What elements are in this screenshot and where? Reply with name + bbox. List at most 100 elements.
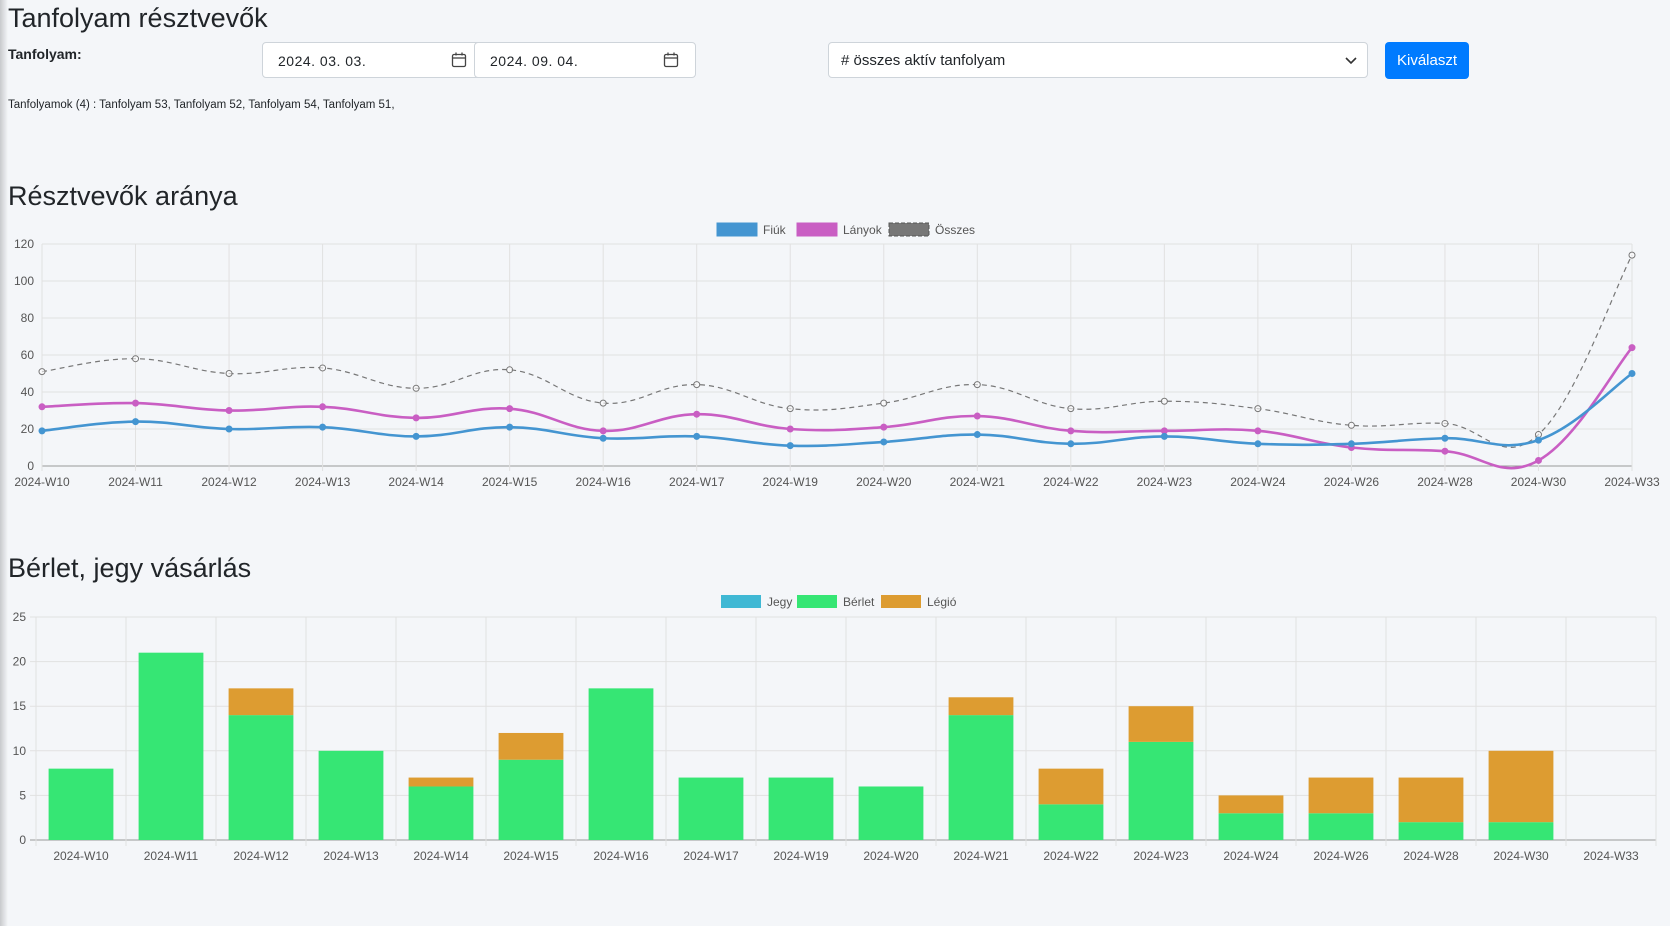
data-point — [225, 407, 233, 414]
data-point — [1441, 434, 1449, 442]
bar-Légió — [1488, 750, 1554, 823]
x-tick-label: 2024-W15 — [503, 849, 559, 863]
x-tick-label: 2024-W17 — [683, 849, 739, 863]
bar-Bérlet — [1308, 813, 1374, 840]
x-tick-label: 2024-W23 — [1137, 475, 1193, 489]
left-edge-shadow — [0, 0, 8, 926]
data-point — [1347, 440, 1355, 448]
x-tick-label: 2024-W22 — [1043, 475, 1099, 489]
date-to-input[interactable]: 2024. 09. 04. — [474, 42, 696, 78]
x-tick-label: 2024-W10 — [14, 475, 70, 489]
x-tick-label: 2024-W13 — [295, 475, 351, 489]
legend-label: Bérlet — [843, 595, 875, 609]
data-point — [1067, 440, 1075, 448]
bar-Bérlet — [1488, 822, 1554, 840]
x-tick-label: 2024-W33 — [1604, 475, 1660, 489]
x-tick-label: 2024-W20 — [863, 849, 919, 863]
bar-Légió — [1308, 777, 1374, 814]
bar-Bérlet — [138, 652, 204, 840]
legend-swatch — [796, 222, 838, 237]
data-point — [1067, 405, 1075, 413]
x-tick-label: 2024-W24 — [1223, 849, 1279, 863]
bar-Bérlet — [1218, 813, 1284, 840]
data-point — [1254, 440, 1262, 448]
y-tick-label: 120 — [14, 237, 34, 251]
chevron-down-icon — [1345, 57, 1357, 65]
data-point — [225, 370, 233, 377]
data-point — [412, 432, 420, 440]
x-tick-label: 2024-W11 — [108, 475, 163, 489]
x-tick-label: 2024-W26 — [1324, 475, 1380, 489]
course-select[interactable]: # összes aktív tanfolyam — [828, 42, 1368, 78]
data-point — [1441, 419, 1449, 427]
bar-Bérlet — [588, 688, 654, 840]
x-tick-label: 2024-W33 — [1583, 849, 1639, 863]
bar-Bérlet — [1128, 741, 1194, 840]
date-from-value: 2024. 03. 03. — [278, 53, 367, 69]
legend-swatch — [721, 595, 761, 608]
x-tick-label: 2024-W21 — [953, 849, 1009, 863]
data-point — [880, 399, 888, 407]
x-tick-label: 2024-W13 — [323, 849, 379, 863]
data-point — [132, 399, 140, 407]
legend-label: Jegy — [767, 595, 792, 609]
data-point — [973, 381, 981, 389]
data-point — [412, 384, 420, 392]
data-point — [973, 431, 981, 439]
x-tick-label: 2024-W12 — [201, 475, 257, 489]
bar-Bérlet — [318, 750, 384, 840]
legend-label: Lányok — [843, 223, 883, 237]
x-tick-label: 2024-W22 — [1043, 849, 1099, 863]
date-from-input[interactable]: 2024. 03. 03. — [262, 42, 484, 78]
purchases-section-title: Bérlet, jegy vásárlás — [8, 553, 252, 583]
series-line-Fiúk — [41, 372, 1633, 448]
calendar-icon[interactable] — [451, 52, 467, 68]
legend-label: Összes — [935, 223, 975, 237]
series-line-Összes — [41, 254, 1633, 448]
bar-Légió — [1128, 706, 1194, 742]
x-tick-label: 2024-W28 — [1403, 849, 1459, 863]
data-point — [1160, 397, 1168, 405]
course-label: Tanfolyam: — [8, 46, 82, 62]
bar-Bérlet — [948, 715, 1014, 840]
x-tick-label: 2024-W16 — [593, 849, 649, 863]
bar-Légió — [498, 732, 564, 760]
y-tick-label: 15 — [13, 699, 27, 713]
bar-Bérlet — [1398, 822, 1464, 840]
data-point — [319, 423, 327, 431]
y-tick-label: 60 — [21, 348, 35, 362]
page-title: Tanfolyam résztvevők — [8, 3, 268, 33]
data-point — [1254, 405, 1262, 413]
bar-Légió — [408, 777, 474, 787]
bar-Légió — [948, 697, 1014, 716]
y-tick-label: 5 — [19, 788, 26, 802]
data-point — [1160, 432, 1168, 440]
calendar-icon[interactable] — [663, 52, 679, 68]
x-tick-label: 2024-W23 — [1133, 849, 1189, 863]
data-point — [319, 403, 327, 411]
y-tick-label: 0 — [19, 833, 26, 847]
data-point — [786, 442, 794, 450]
bar-Bérlet — [408, 786, 474, 840]
participants-section-title: Résztvevők aránya — [8, 181, 238, 211]
bar-Bérlet — [228, 715, 294, 840]
x-tick-label: 2024-W17 — [669, 475, 725, 489]
courses-list-text: Tanfolyamok (4) : Tanfolyam 53, Tanfolya… — [8, 99, 395, 111]
submit-button[interactable]: Kiválaszt — [1385, 42, 1469, 79]
y-tick-label: 40 — [21, 385, 35, 399]
x-tick-label: 2024-W19 — [773, 849, 829, 863]
data-point — [1347, 421, 1355, 429]
data-point — [506, 405, 514, 413]
legend-label: Fiúk — [763, 223, 787, 237]
data-point — [973, 412, 981, 420]
y-tick-label: 0 — [27, 459, 34, 473]
data-point — [412, 414, 420, 422]
legend-swatch — [797, 595, 837, 608]
y-tick-label: 10 — [13, 744, 27, 758]
x-tick-label: 2024-W28 — [1417, 475, 1473, 489]
purchases-bar-chart: 0 5 10 15 20 25 2024-W10 2024-W11 2024-W12 2024-W… — [13, 595, 1657, 863]
data-point — [693, 432, 701, 440]
bar-Bérlet — [498, 759, 564, 840]
legend-swatch — [888, 222, 930, 237]
data-point — [38, 427, 46, 435]
